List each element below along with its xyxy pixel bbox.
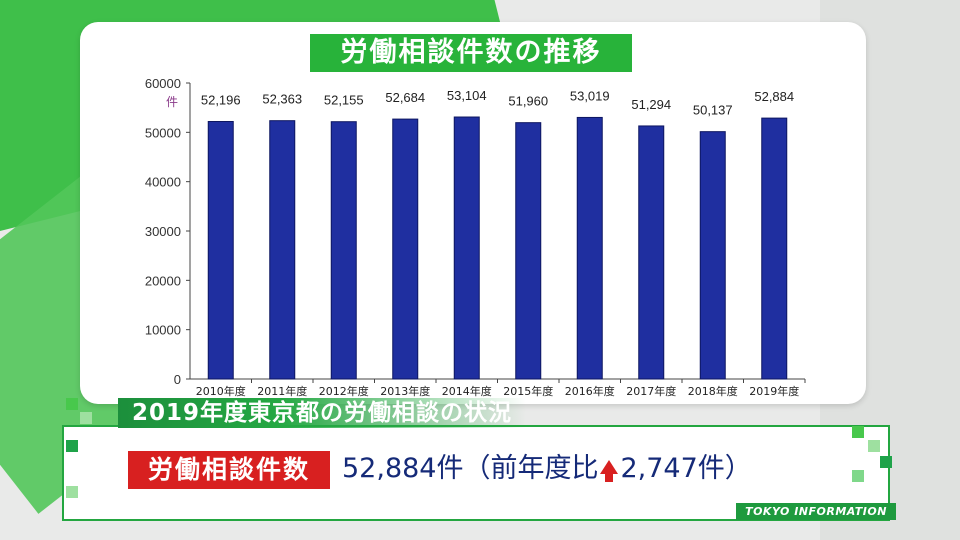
x-tick-label: 2012年度 (319, 384, 369, 398)
bar-data-label: 52,363 (262, 92, 302, 107)
bar-data-label: 52,684 (385, 90, 425, 105)
y-tick-label: 40000 (145, 175, 181, 190)
bar (269, 120, 296, 380)
deco-square (66, 398, 78, 410)
deco-square (868, 440, 880, 452)
y-tick-label: 10000 (145, 323, 181, 338)
x-tick-label: 2010年度 (196, 384, 246, 398)
value-change: 2,747件） (620, 453, 752, 484)
banner-subtitle: 2019年度東京都の労働相談の状況 (118, 398, 527, 428)
up-arrow-icon (600, 459, 619, 482)
bar (699, 131, 726, 380)
y-tick-label: 60000 (145, 76, 181, 91)
footer-program-tag: TOKYO INFORMATION (736, 503, 896, 520)
consultation-count-label: 労働相談件数 (128, 451, 330, 489)
bar (515, 122, 542, 380)
bar-data-label: 53,019 (570, 88, 610, 103)
deco-square (66, 440, 78, 452)
x-tick-label: 2011年度 (257, 384, 307, 398)
y-tick-label: 20000 (145, 273, 181, 288)
y-tick-label: 50000 (145, 125, 181, 140)
x-tick-label: 2019年度 (749, 384, 799, 398)
chart-title: 労働相談件数の推移 (310, 34, 632, 72)
bar (576, 116, 603, 380)
bar-data-label: 50,137 (693, 103, 733, 118)
bar (453, 116, 480, 380)
bar-data-label: 51,294 (631, 97, 671, 112)
bar (638, 125, 665, 380)
x-tick-label: 2017年度 (626, 384, 676, 398)
deco-square (852, 426, 864, 438)
deco-square (880, 456, 892, 468)
bar (330, 121, 357, 380)
x-tick-label: 2013年度 (380, 384, 430, 398)
bar (392, 118, 419, 380)
x-tick-label: 2015年度 (503, 384, 553, 398)
x-tick-label: 2014年度 (442, 384, 492, 398)
bar-data-label: 51,960 (508, 94, 548, 109)
deco-square (80, 412, 92, 424)
bar (761, 117, 788, 380)
bar-data-label: 53,104 (447, 88, 487, 103)
y-tick-label: 30000 (145, 224, 181, 239)
bar-data-label: 52,884 (754, 89, 794, 104)
x-tick-label: 2018年度 (688, 384, 738, 398)
bar-data-label: 52,155 (324, 93, 364, 108)
bar-data-label: 52,196 (201, 92, 241, 107)
value-main: 52,884件（前年度比 (342, 453, 599, 484)
x-tick-label: 2016年度 (565, 384, 615, 398)
consultation-count-value: 52,884件（前年度比 2,747件） (342, 449, 752, 489)
deco-square (66, 486, 78, 498)
y-tick-label: 0 (174, 372, 181, 387)
bar (207, 120, 234, 380)
y-axis-unit-label: 件 (166, 95, 178, 109)
deco-square (852, 470, 864, 482)
